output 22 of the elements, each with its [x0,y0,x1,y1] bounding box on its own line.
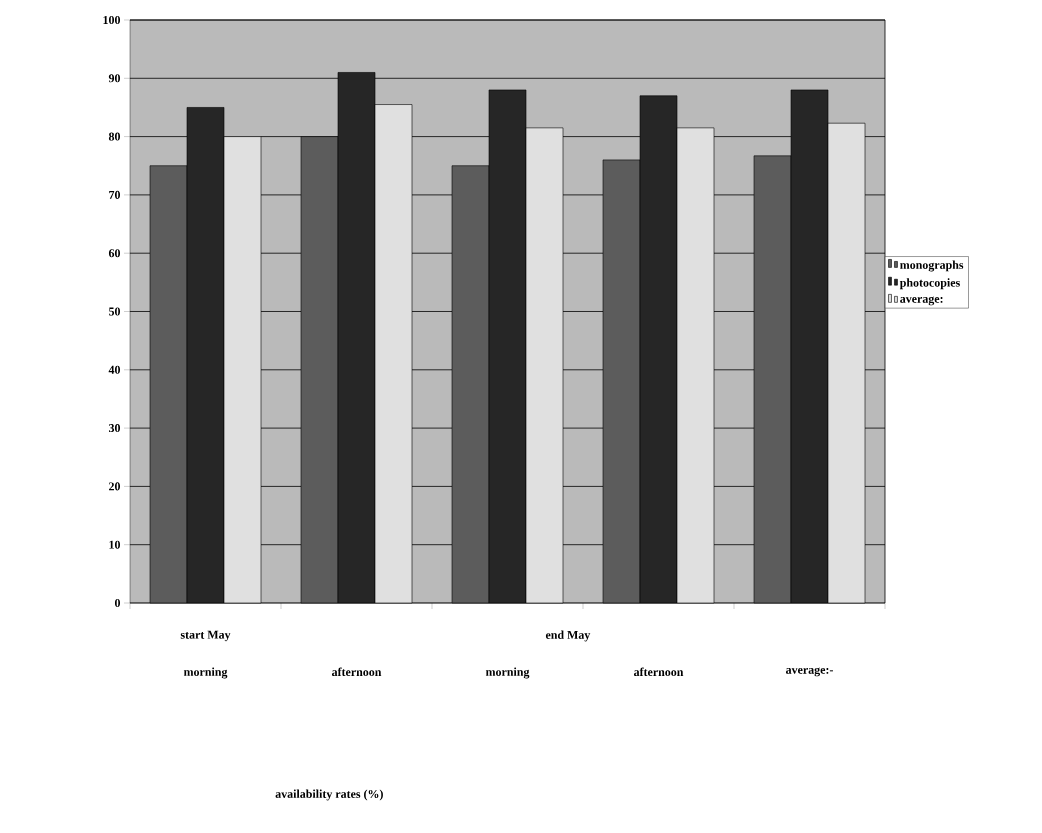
y-tick-label: 20 [109,482,121,491]
text: start May [180,630,231,642]
x-tick-label: average:- [786,667,833,677]
legend-label: average: [900,296,943,306]
y-tick-label: 50 [109,307,121,316]
y-tick-label: 70 [109,190,121,199]
y-tick-label: 80 [108,132,121,141]
text: end May [545,630,591,642]
legend-label: photocopies [899,278,960,290]
x-tick-label: afternoon [331,667,382,677]
y-tick-label: 40 [108,365,121,374]
y-tick-label: 60 [108,249,121,258]
y-tick-label: 100 [103,15,121,25]
x-tick-label: morning [485,667,530,679]
x-tick-label: afternoon [633,667,684,677]
y-tick-label: 90 [108,74,121,83]
y-tick-label: 10 [109,540,121,549]
y-tick-label: 0 [114,598,121,608]
text: availability rates (%) [275,789,383,801]
y-tick-label: 30 [108,424,121,433]
legend-label: monographs [900,260,964,272]
x-tick-label: morning [183,667,228,679]
